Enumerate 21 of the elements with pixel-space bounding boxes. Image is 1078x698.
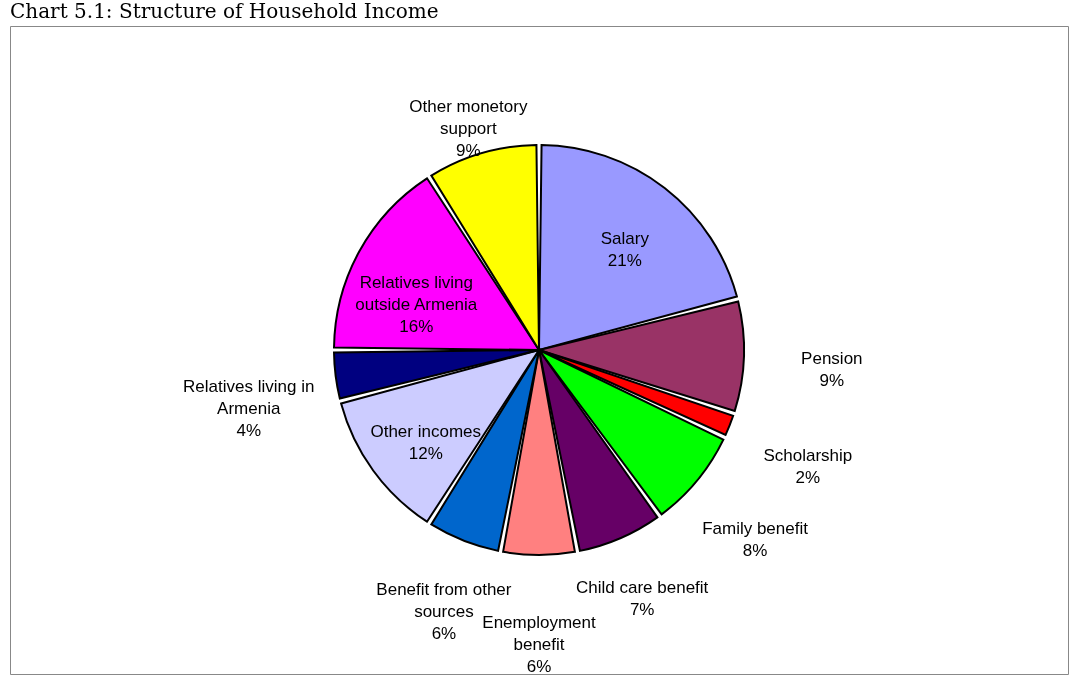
data-label: 21% (607, 251, 642, 271)
data-label: 16% (399, 316, 434, 336)
data-label: 12% (408, 444, 443, 464)
slice-label: Other monetory support (409, 96, 528, 138)
slice-label: Other incomes (370, 422, 482, 442)
slice-label: Scholarship (763, 446, 853, 466)
slice-label: Salary (600, 229, 650, 249)
data-label: 4% (236, 420, 262, 440)
data-label: 8% (742, 540, 768, 560)
data-label: 2% (795, 468, 821, 488)
data-label: 6% (526, 657, 552, 676)
slice-label: Child care benefit (576, 578, 709, 598)
slice-label: Pension (801, 349, 863, 369)
slice-label: Relatives living outside Armenia (355, 272, 478, 314)
slice-label: Family benefit (702, 518, 809, 538)
data-label: 9% (456, 140, 481, 160)
data-label: 6% (431, 624, 457, 644)
chart-title: Chart 5.1: Structure of Household Income (10, 0, 439, 23)
slice-label: Relatives living in Armenia (183, 376, 315, 418)
data-label: 9% (819, 371, 845, 391)
data-label: 7% (629, 600, 655, 620)
